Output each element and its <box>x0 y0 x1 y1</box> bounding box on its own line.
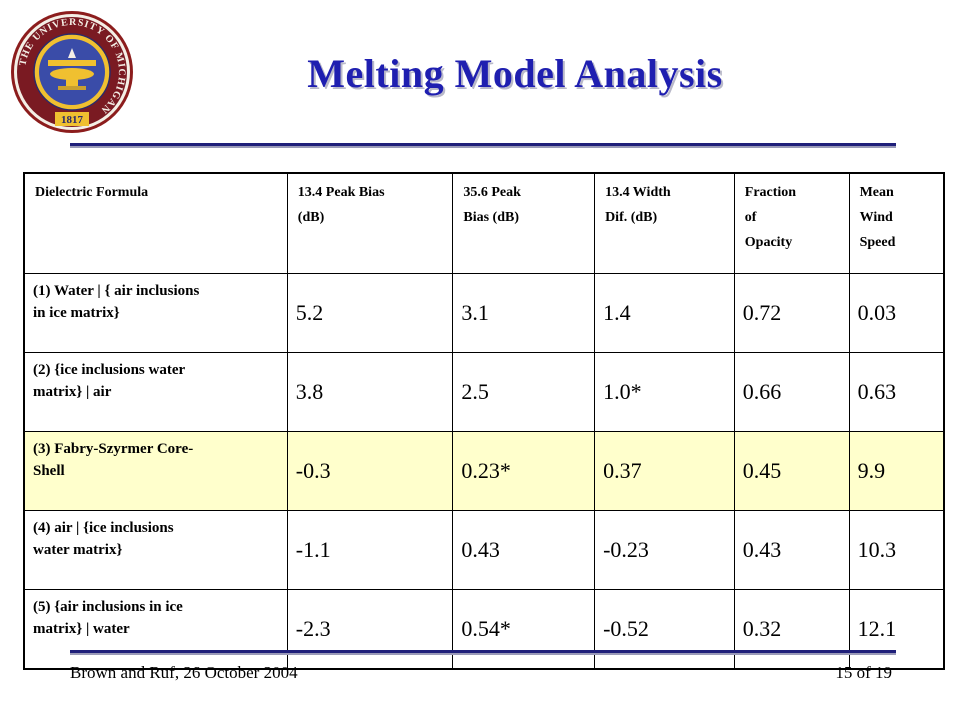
row-label: (3) Fabry-Szyrmer Core- Shell <box>23 431 288 511</box>
table-cell: 0.72 <box>733 273 850 353</box>
title-divider <box>70 143 896 146</box>
table-cell: 0.37 <box>594 431 735 511</box>
table-cell: 12.1 <box>848 589 945 670</box>
table-row: (2) {ice inclusions water matrix} | air … <box>23 352 945 432</box>
table-cell: -0.52 <box>594 589 735 670</box>
row-label-line: water matrix} <box>33 542 123 558</box>
header-line: Fraction <box>744 185 797 200</box>
row-label-line: (5) {air inclusions in ice <box>33 599 183 615</box>
header-cell: 13.4 Width Dif. (dB) <box>594 172 735 274</box>
header-line: 13.4 Width <box>605 185 671 200</box>
university-of-michigan-seal-icon: THE UNIVERSITY OF MICHIGAN 1817 <box>11 11 133 133</box>
table-cell: 0.66 <box>733 352 850 432</box>
row-label-line: (2) {ice inclusions water <box>33 362 186 378</box>
table-cell: -0.23 <box>594 510 735 590</box>
header-line: Speed <box>859 235 896 250</box>
header-cell: 35.6 Peak Bias (dB) <box>452 172 596 274</box>
page-number: 15 of 19 <box>835 663 892 682</box>
header-line: 13.4 Peak Bias <box>297 185 385 200</box>
table-cell: 2.5 <box>452 352 596 432</box>
table-header-row: Dielectric Formula 13.4 Peak Bias (dB) 3… <box>23 172 945 274</box>
table-cell: 9.9 <box>848 431 945 511</box>
row-label-line: Shell <box>33 463 65 479</box>
header-cell: 13.4 Peak Bias (dB) <box>286 172 454 274</box>
row-label-line: (1) Water | { air inclusions <box>33 283 200 299</box>
table-cell: 3.1 <box>452 273 596 353</box>
table-row: (1) Water | { air inclusions in ice matr… <box>23 273 945 353</box>
table-cell: -0.3 <box>286 431 454 511</box>
table-cell: 0.43 <box>452 510 596 590</box>
table-cell: 1.4 <box>594 273 735 353</box>
table-row-highlighted: (3) Fabry-Szyrmer Core- Shell -0.3 0.23*… <box>23 431 945 511</box>
row-label: (1) Water | { air inclusions in ice matr… <box>23 273 288 353</box>
table-cell: 5.2 <box>286 273 454 353</box>
header-cell: Mean Wind Speed <box>848 172 945 274</box>
table-cell: 0.54* <box>452 589 596 670</box>
table-cell: -2.3 <box>286 589 454 670</box>
slide-title: Melting Model Analysis <box>307 51 723 96</box>
row-label: (2) {ice inclusions water matrix} | air <box>23 352 288 432</box>
footer-divider <box>70 650 896 653</box>
row-label-line: (3) Fabry-Szyrmer Core- <box>33 441 194 457</box>
seal-year: 1817 <box>61 114 84 126</box>
table-cell: 0.63 <box>848 352 945 432</box>
table-cell: -1.1 <box>286 510 454 590</box>
header-line: of <box>744 210 757 225</box>
header-cell: Fraction of Opacity <box>733 172 850 274</box>
row-label-line: in ice matrix} <box>33 305 120 321</box>
header-line: Opacity <box>744 235 793 250</box>
row-label-line: matrix} | water <box>33 621 130 637</box>
table-cell: 0.32 <box>733 589 850 670</box>
table-cell: 0.03 <box>848 273 945 353</box>
header-line: Dif. (dB) <box>605 210 658 225</box>
table-cell: 10.3 <box>848 510 945 590</box>
table-cell: 0.23* <box>452 431 596 511</box>
header-line: 35.6 Peak <box>463 185 521 200</box>
table-cell: 0.43 <box>733 510 850 590</box>
header-cell: Dielectric Formula <box>23 172 288 274</box>
table-cell: 3.8 <box>286 352 454 432</box>
university-seal-logo: THE UNIVERSITY OF MICHIGAN 1817 <box>8 8 136 136</box>
header-line: Mean <box>859 185 894 200</box>
header-line: Bias (dB) <box>463 210 519 225</box>
melting-model-table: Dielectric Formula 13.4 Peak Bias (dB) 3… <box>23 172 945 670</box>
table-cell: 1.0* <box>594 352 735 432</box>
footer-citation: Brown and Ruf, 26 October 2004 <box>70 663 298 682</box>
row-label-line: (4) air | {ice inclusions <box>33 520 174 536</box>
header-line: Dielectric Formula <box>35 185 149 200</box>
row-label-line: matrix} | air <box>33 384 112 400</box>
row-label: (4) air | {ice inclusions water matrix} <box>23 510 288 590</box>
header-line: (dB) <box>297 210 325 225</box>
row-label: (5) {air inclusions in ice matrix} | wat… <box>23 589 288 670</box>
table-cell: 0.45 <box>733 431 850 511</box>
header-line: Wind <box>859 210 893 225</box>
table-row: (4) air | {ice inclusions water matrix} … <box>23 510 945 590</box>
table-row: (5) {air inclusions in ice matrix} | wat… <box>23 589 945 670</box>
